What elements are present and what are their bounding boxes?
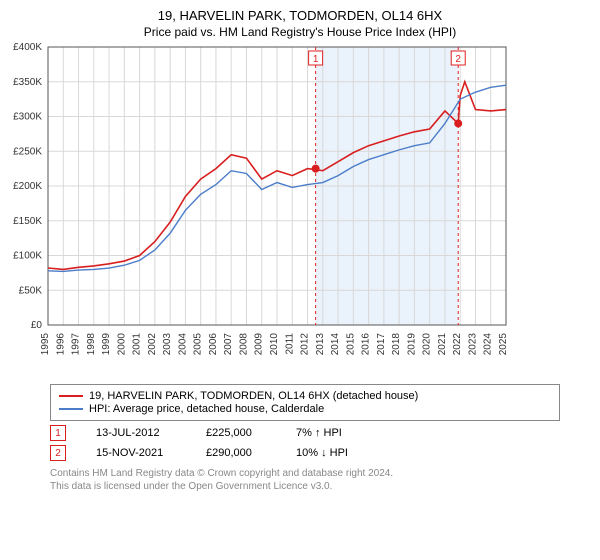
svg-text:1996: 1996: [55, 333, 66, 356]
legend-swatch: [59, 395, 83, 397]
svg-text:2016: 2016: [361, 333, 372, 356]
svg-text:2017: 2017: [376, 333, 387, 356]
svg-text:2008: 2008: [238, 333, 249, 356]
svg-text:2003: 2003: [162, 333, 173, 356]
chart-subtitle: Price paid vs. HM Land Registry's House …: [0, 23, 600, 43]
svg-text:2007: 2007: [223, 333, 234, 356]
svg-text:2019: 2019: [406, 333, 417, 356]
sale-price: £225,000: [206, 427, 296, 439]
svg-text:2000: 2000: [116, 333, 127, 356]
sale-diff: 10% ↓ HPI: [296, 447, 396, 459]
sale-diff: 7% ↑ HPI: [296, 427, 396, 439]
svg-text:2001: 2001: [132, 333, 143, 356]
svg-text:£100K: £100K: [13, 251, 42, 262]
sale-row: 2 15-NOV-2021£290,00010% ↓ HPI: [50, 445, 600, 461]
svg-text:2012: 2012: [300, 333, 311, 356]
svg-text:2004: 2004: [177, 333, 188, 356]
svg-text:2025: 2025: [498, 333, 509, 356]
sale-marker-icon: 2: [50, 445, 66, 461]
svg-text:1995: 1995: [40, 333, 51, 356]
legend-label: 19, HARVELIN PARK, TODMORDEN, OL14 6HX (…: [89, 390, 418, 402]
sale-row: 1 13-JUL-2012£225,0007% ↑ HPI: [50, 425, 600, 441]
svg-text:1999: 1999: [101, 333, 112, 356]
svg-text:2020: 2020: [422, 333, 433, 356]
svg-text:£0: £0: [31, 320, 43, 331]
svg-text:2022: 2022: [452, 333, 463, 356]
legend-item: 19, HARVELIN PARK, TODMORDEN, OL14 6HX (…: [59, 390, 551, 402]
legend-item: HPI: Average price, detached house, Cald…: [59, 403, 551, 415]
chart-area: £0 £50K £100K £150K £200K £250K £300K £350K £400…: [0, 43, 600, 378]
svg-text:2023: 2023: [467, 333, 478, 356]
svg-text:2018: 2018: [391, 333, 402, 356]
sale-marker-icon: 1: [50, 425, 66, 441]
svg-text:£200K: £200K: [13, 181, 42, 192]
legend-swatch: [59, 408, 83, 410]
svg-text:2: 2: [455, 54, 461, 65]
chart-title: 19, HARVELIN PARK, TODMORDEN, OL14 6HX: [0, 0, 600, 23]
svg-text:2024: 2024: [483, 333, 494, 356]
svg-text:2009: 2009: [254, 333, 265, 356]
sales-table: 1 13-JUL-2012£225,0007% ↑ HPI 2 15-NOV-2021…: [0, 425, 600, 461]
svg-text:2011: 2011: [284, 333, 295, 355]
svg-text:£400K: £400K: [13, 43, 42, 53]
legend: 19, HARVELIN PARK, TODMORDEN, OL14 6HX (…: [50, 384, 560, 421]
chart-container: 19, HARVELIN PARK, TODMORDEN, OL14 6HX P…: [0, 0, 600, 560]
svg-text:£50K: £50K: [19, 285, 43, 296]
svg-text:1997: 1997: [71, 333, 82, 356]
line-chart: £0 £50K £100K £150K £200K £250K £300K £350K £400…: [0, 43, 562, 373]
legend-label: HPI: Average price, detached house, Cald…: [89, 403, 324, 415]
svg-text:£300K: £300K: [13, 112, 42, 123]
footer-line: This data is licensed under the Open Gov…: [50, 480, 560, 493]
svg-text:2021: 2021: [437, 333, 448, 356]
svg-text:2014: 2014: [330, 333, 341, 356]
svg-text:2005: 2005: [193, 333, 204, 356]
svg-text:2010: 2010: [269, 333, 280, 356]
footer-line: Contains HM Land Registry data © Crown c…: [50, 467, 560, 480]
svg-text:1: 1: [313, 54, 319, 65]
svg-text:2002: 2002: [147, 333, 158, 356]
svg-text:2006: 2006: [208, 333, 219, 356]
sale-date: 15-NOV-2021: [96, 447, 206, 459]
svg-text:£150K: £150K: [13, 216, 42, 227]
svg-text:£350K: £350K: [13, 77, 42, 88]
sale-date: 13-JUL-2012: [96, 427, 206, 439]
svg-text:1998: 1998: [86, 333, 97, 356]
svg-text:2015: 2015: [345, 333, 356, 356]
footer-attribution: Contains HM Land Registry data © Crown c…: [50, 467, 560, 493]
sale-price: £290,000: [206, 447, 296, 459]
svg-text:£250K: £250K: [13, 146, 42, 157]
svg-text:2013: 2013: [315, 333, 326, 356]
